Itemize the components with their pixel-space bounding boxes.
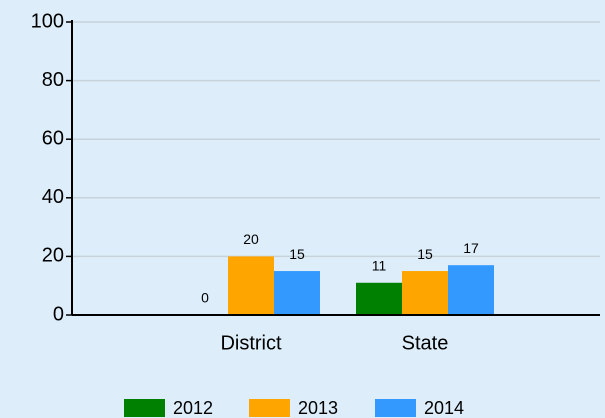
- legend-label: 2012: [173, 398, 213, 418]
- y-tick-label: 40: [42, 186, 64, 208]
- legend-label: 2014: [424, 398, 464, 418]
- value-label: 15: [417, 246, 433, 262]
- value-label: 20: [243, 231, 259, 247]
- legend-swatch: [249, 399, 290, 417]
- value-label: 17: [463, 240, 479, 256]
- y-tick-label: 60: [42, 127, 64, 149]
- y-tick-label: 0: [53, 303, 64, 325]
- bar: [448, 265, 494, 315]
- x-tick-label: District: [220, 332, 282, 354]
- y-tick-label: 80: [42, 69, 64, 91]
- value-label: 15: [289, 246, 305, 262]
- bar: [228, 256, 274, 315]
- y-tick-label: 20: [42, 245, 64, 267]
- legend-label: 2013: [298, 398, 338, 418]
- y-tick-label: 100: [31, 10, 64, 32]
- legend-swatch: [375, 399, 416, 417]
- x-tick-label: State: [402, 332, 449, 354]
- bar: [402, 271, 448, 315]
- value-label: 11: [372, 257, 387, 273]
- value-label: 0: [201, 290, 209, 306]
- bar: [274, 271, 320, 315]
- bar: [356, 282, 402, 315]
- legend-swatch: [124, 399, 165, 417]
